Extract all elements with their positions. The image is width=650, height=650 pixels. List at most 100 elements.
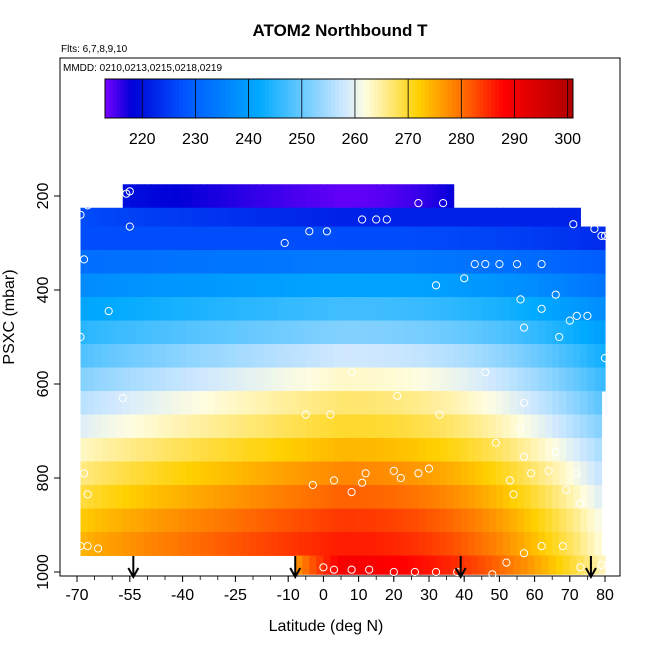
colorbar-segment: [436, 79, 441, 118]
heatmap-cell: [136, 367, 145, 392]
heatmap-cell: [411, 344, 420, 368]
heatmap-cell: [221, 320, 229, 345]
colorbar-tick-label: 220: [129, 131, 156, 148]
heatmap-cell: [488, 461, 497, 486]
heatmap-cell: [94, 344, 103, 368]
heatmap-cell: [291, 532, 300, 556]
heatmap-cell: [460, 250, 469, 274]
heatmap-cell: [242, 344, 251, 368]
latitude-arrow: [289, 556, 302, 580]
heatmap-cell: [207, 320, 215, 345]
heatmap-cell: [319, 391, 328, 415]
heatmap-cell: [319, 532, 328, 556]
sample-point: [488, 570, 497, 579]
heatmap-cell: [517, 320, 525, 345]
heatmap-cell: [481, 344, 490, 368]
heatmap-cell: [249, 367, 258, 392]
heatmap-cell: [390, 226, 398, 251]
heatmap-cell: [333, 184, 342, 209]
heatmap-cell: [587, 320, 596, 345]
heatmap-cell: [425, 207, 434, 227]
heatmap-cell: [509, 391, 518, 415]
heatmap-cell: [291, 485, 300, 509]
heatmap-cell: [418, 250, 427, 274]
heatmap-cell: [517, 207, 525, 227]
heatmap-cell: [397, 273, 405, 298]
heatmap-cell: [256, 297, 265, 321]
heatmap-cell: [242, 250, 251, 274]
heatmap-cell: [566, 438, 574, 462]
heatmap-cell: [355, 485, 363, 509]
heatmap-cell: [474, 461, 483, 486]
heatmap-cell: [573, 414, 581, 439]
heatmap-cell: [263, 485, 272, 509]
heatmap-cell: [369, 297, 377, 321]
heatmap-cell: [355, 391, 363, 415]
heatmap-cell: [256, 532, 265, 556]
heatmap-cell: [207, 226, 215, 251]
heatmap-cell: [101, 485, 110, 509]
heatmap-cell: [411, 184, 420, 209]
heatmap-cell: [583, 555, 592, 575]
colorbar-segment: [288, 79, 293, 118]
heatmap-cell: [207, 344, 215, 368]
heatmap-cell: [186, 320, 194, 345]
heatmap-cell: [524, 320, 532, 345]
heatmap-cell: [129, 508, 138, 533]
heatmap-cell: [425, 461, 434, 486]
heatmap-cell: [566, 320, 574, 345]
heatmap-cell: [495, 320, 504, 345]
heatmap-cell: [432, 367, 441, 392]
heatmap-cell: [242, 320, 251, 345]
x-tick-label: 40: [455, 587, 473, 604]
colorbar-segment: [342, 79, 348, 118]
heatmap-cell: [446, 297, 455, 321]
heatmap-cell: [397, 508, 405, 533]
heatmap-cell: [573, 438, 581, 462]
heatmap-cell: [221, 226, 229, 251]
heatmap-cell: [172, 273, 180, 298]
heatmap-cell: [129, 344, 138, 368]
heatmap-cell: [200, 508, 208, 533]
heatmap-cell: [87, 297, 96, 321]
heatmap-cell: [517, 485, 525, 509]
heatmap-cell: [348, 461, 356, 486]
heatmap-cell: [270, 414, 279, 439]
heatmap-cell: [305, 226, 314, 251]
heatmap-cell: [502, 438, 511, 462]
heatmap-cell: [474, 367, 483, 392]
heatmap-cell: [348, 273, 356, 298]
heatmap-cell: [136, 532, 145, 556]
heatmap-cell: [221, 207, 229, 227]
heatmap-cell: [573, 320, 581, 345]
heatmap-cell: [157, 273, 166, 298]
heatmap-cell: [94, 207, 103, 227]
sample-point: [329, 565, 339, 574]
heatmap-cell: [509, 320, 518, 345]
colorbar-segment: [514, 79, 519, 118]
heatmap-cell: [450, 555, 458, 575]
heatmap-cell: [488, 508, 497, 533]
heatmap-cell: [397, 367, 405, 392]
heatmap-cell: [277, 391, 286, 415]
heatmap-cell: [305, 273, 314, 298]
heatmap-cell: [566, 532, 574, 556]
heatmap-cell: [200, 226, 208, 251]
heatmap-cell: [362, 207, 370, 227]
heatmap-cell: [432, 297, 441, 321]
heatmap-cell: [341, 391, 349, 415]
heatmap-cell: [341, 461, 349, 486]
heatmap-cell: [179, 184, 187, 209]
sample-point: [414, 199, 423, 208]
heatmap-cell: [333, 485, 342, 509]
sample-point: [83, 542, 92, 551]
heatmap-cell: [87, 344, 96, 368]
heatmap-cell: [143, 297, 152, 321]
heatmap-cell: [436, 555, 444, 575]
heatmap-cell: [165, 461, 173, 486]
colorbar-tick-label: 290: [501, 131, 528, 148]
heatmap-cell: [207, 508, 215, 533]
sample-points: [76, 187, 610, 579]
heatmap-cell: [277, 344, 286, 368]
sample-point: [393, 391, 402, 400]
